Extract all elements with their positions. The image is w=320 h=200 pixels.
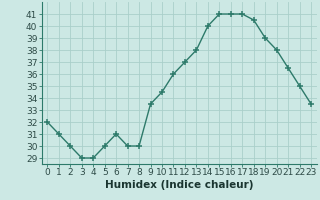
X-axis label: Humidex (Indice chaleur): Humidex (Indice chaleur) [105,180,253,190]
